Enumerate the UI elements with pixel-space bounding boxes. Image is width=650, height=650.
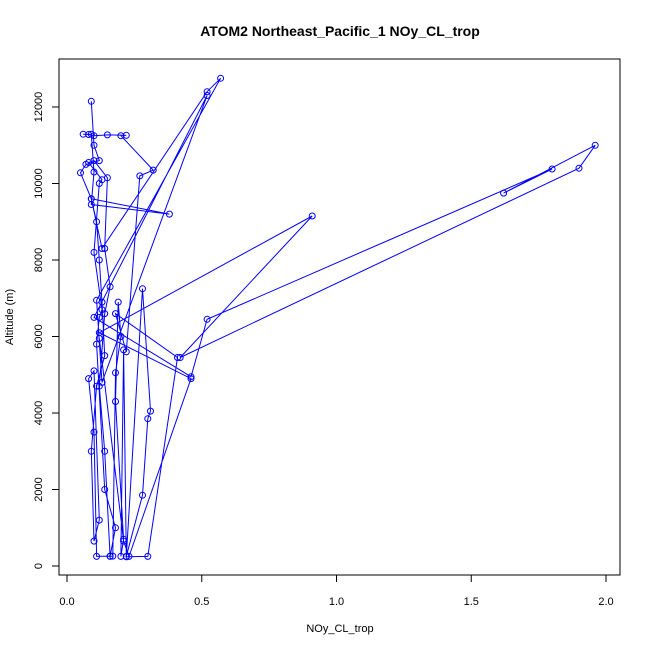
data-point [95,256,103,264]
y-ticks: 0 2000 4000 6000 8000 10000 12000 [33,92,59,569]
data-point [106,283,114,291]
data-point [90,428,98,436]
data-point [203,88,211,96]
data-point [217,74,225,82]
data-point [87,195,95,203]
data-point [87,97,95,105]
data-point [77,169,84,177]
y-axis-label: Altitude (m) [4,289,16,345]
data-point [203,92,211,99]
data-point [548,165,556,173]
data-point [93,296,101,304]
data-point [125,552,133,560]
data-point [93,552,101,560]
data-point [95,157,103,165]
data-point [106,552,114,560]
x-tick-label: 0.5 [194,596,209,608]
data-point [101,245,109,252]
data-point [90,141,98,149]
data-point [93,218,101,226]
data-point [90,313,98,321]
x-axis-label: NOy_CL_trop [306,623,373,635]
data-point [85,131,93,138]
data-point [109,552,117,560]
y-tick-label: 4000 [33,401,45,425]
data-point [85,375,93,383]
data-point [187,375,195,383]
series-line [79,77,596,558]
data-point [98,378,106,386]
data-point [187,373,195,381]
data-point [147,407,154,415]
data-point [101,486,109,493]
data-point [139,285,146,293]
data-point [117,132,125,140]
data-point [174,354,181,361]
data-point [90,248,98,256]
data-point [500,189,508,197]
data-point [120,535,128,543]
data-point [95,516,103,524]
data-point [101,352,109,360]
data-point [93,382,101,390]
data-point [149,166,157,174]
data-point [575,164,583,172]
data-point [122,348,130,356]
data-point [112,369,119,377]
y-tick-label: 0 [33,563,45,569]
y-tick-label: 6000 [33,324,45,348]
data-point [120,537,128,545]
data-point [591,141,599,149]
plot-frame [58,58,621,576]
data-point [112,524,119,532]
chart-title: ATOM2 Northeast_Pacific_1 NOy_CL_trop [200,23,480,39]
data-point [112,398,119,405]
data-point [117,333,125,340]
data-point [90,168,98,176]
y-tick-label: 12000 [33,92,45,123]
data-point [95,334,103,342]
data-point [117,552,125,560]
data-point [203,315,211,323]
x-ticks: 0.0 0.5 1.0 1.5 2.0 [59,575,614,608]
plot-layer [77,74,599,561]
data-point [103,174,111,182]
data-point [165,210,173,218]
y-tick-label: 8000 [33,248,45,272]
data-point [95,313,103,321]
data-point [308,212,316,220]
data-point [103,131,111,139]
data-point [90,537,98,545]
data-point [122,131,130,139]
data-point [112,310,119,318]
data-point [136,172,144,180]
data-point [90,367,98,375]
data-point [176,354,184,361]
x-tick-label: 1.5 [464,596,479,608]
x-tick-label: 2.0 [598,596,613,608]
y-tick-label: 10000 [33,168,45,199]
x-tick-label: 1.0 [329,596,344,608]
data-point [87,130,95,138]
x-tick-label: 0.0 [59,596,74,608]
y-tick-label: 2000 [33,477,45,501]
data-point [114,298,122,306]
data-point [144,552,152,560]
data-point [139,491,146,499]
data-point [122,553,130,561]
data-point [90,157,98,165]
data-point [144,415,152,423]
data-point [79,130,87,138]
data-point [101,310,109,318]
data-point [87,447,95,455]
data-point [101,447,109,455]
data-point [98,245,106,252]
data-point [93,340,101,348]
